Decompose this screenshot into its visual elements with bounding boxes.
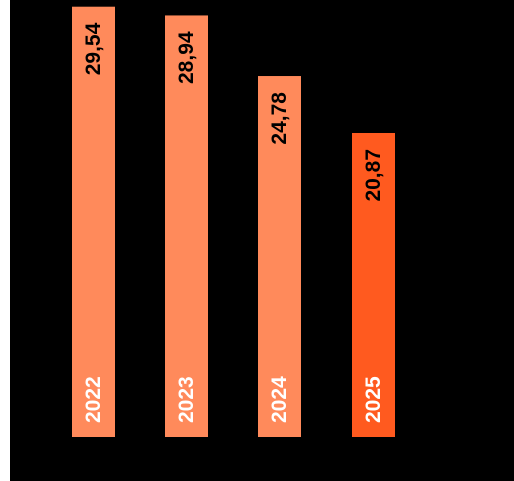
bar-value-label: 29,54 [82,22,105,75]
chart-panel: 29,54 2022 28,94 2023 24,78 2024 20,87 2025 [10,0,514,481]
category-label: 2022 [82,376,105,423]
bar-chart: 29,54 2022 28,94 2023 24,78 2024 20,87 2025 [72,6,395,438]
bar-group-2023: 28,94 2023 [165,15,208,437]
category-label: 2023 [175,376,198,423]
category-label: 2025 [362,376,385,423]
bar-group-2022: 29,54 2022 [72,6,115,438]
bar-2022 [72,6,115,438]
bar-group-2024: 24,78 2024 [258,76,301,438]
bar-2023 [165,15,208,437]
bar-2025 [352,132,395,438]
bar-value-label: 24,78 [268,92,291,145]
bar-value-label: 20,87 [362,149,385,202]
bar-2024 [258,76,301,438]
bar-value-label: 28,94 [175,31,198,84]
bar-group-2025: 20,87 2025 [352,132,395,438]
category-label: 2024 [268,376,291,423]
